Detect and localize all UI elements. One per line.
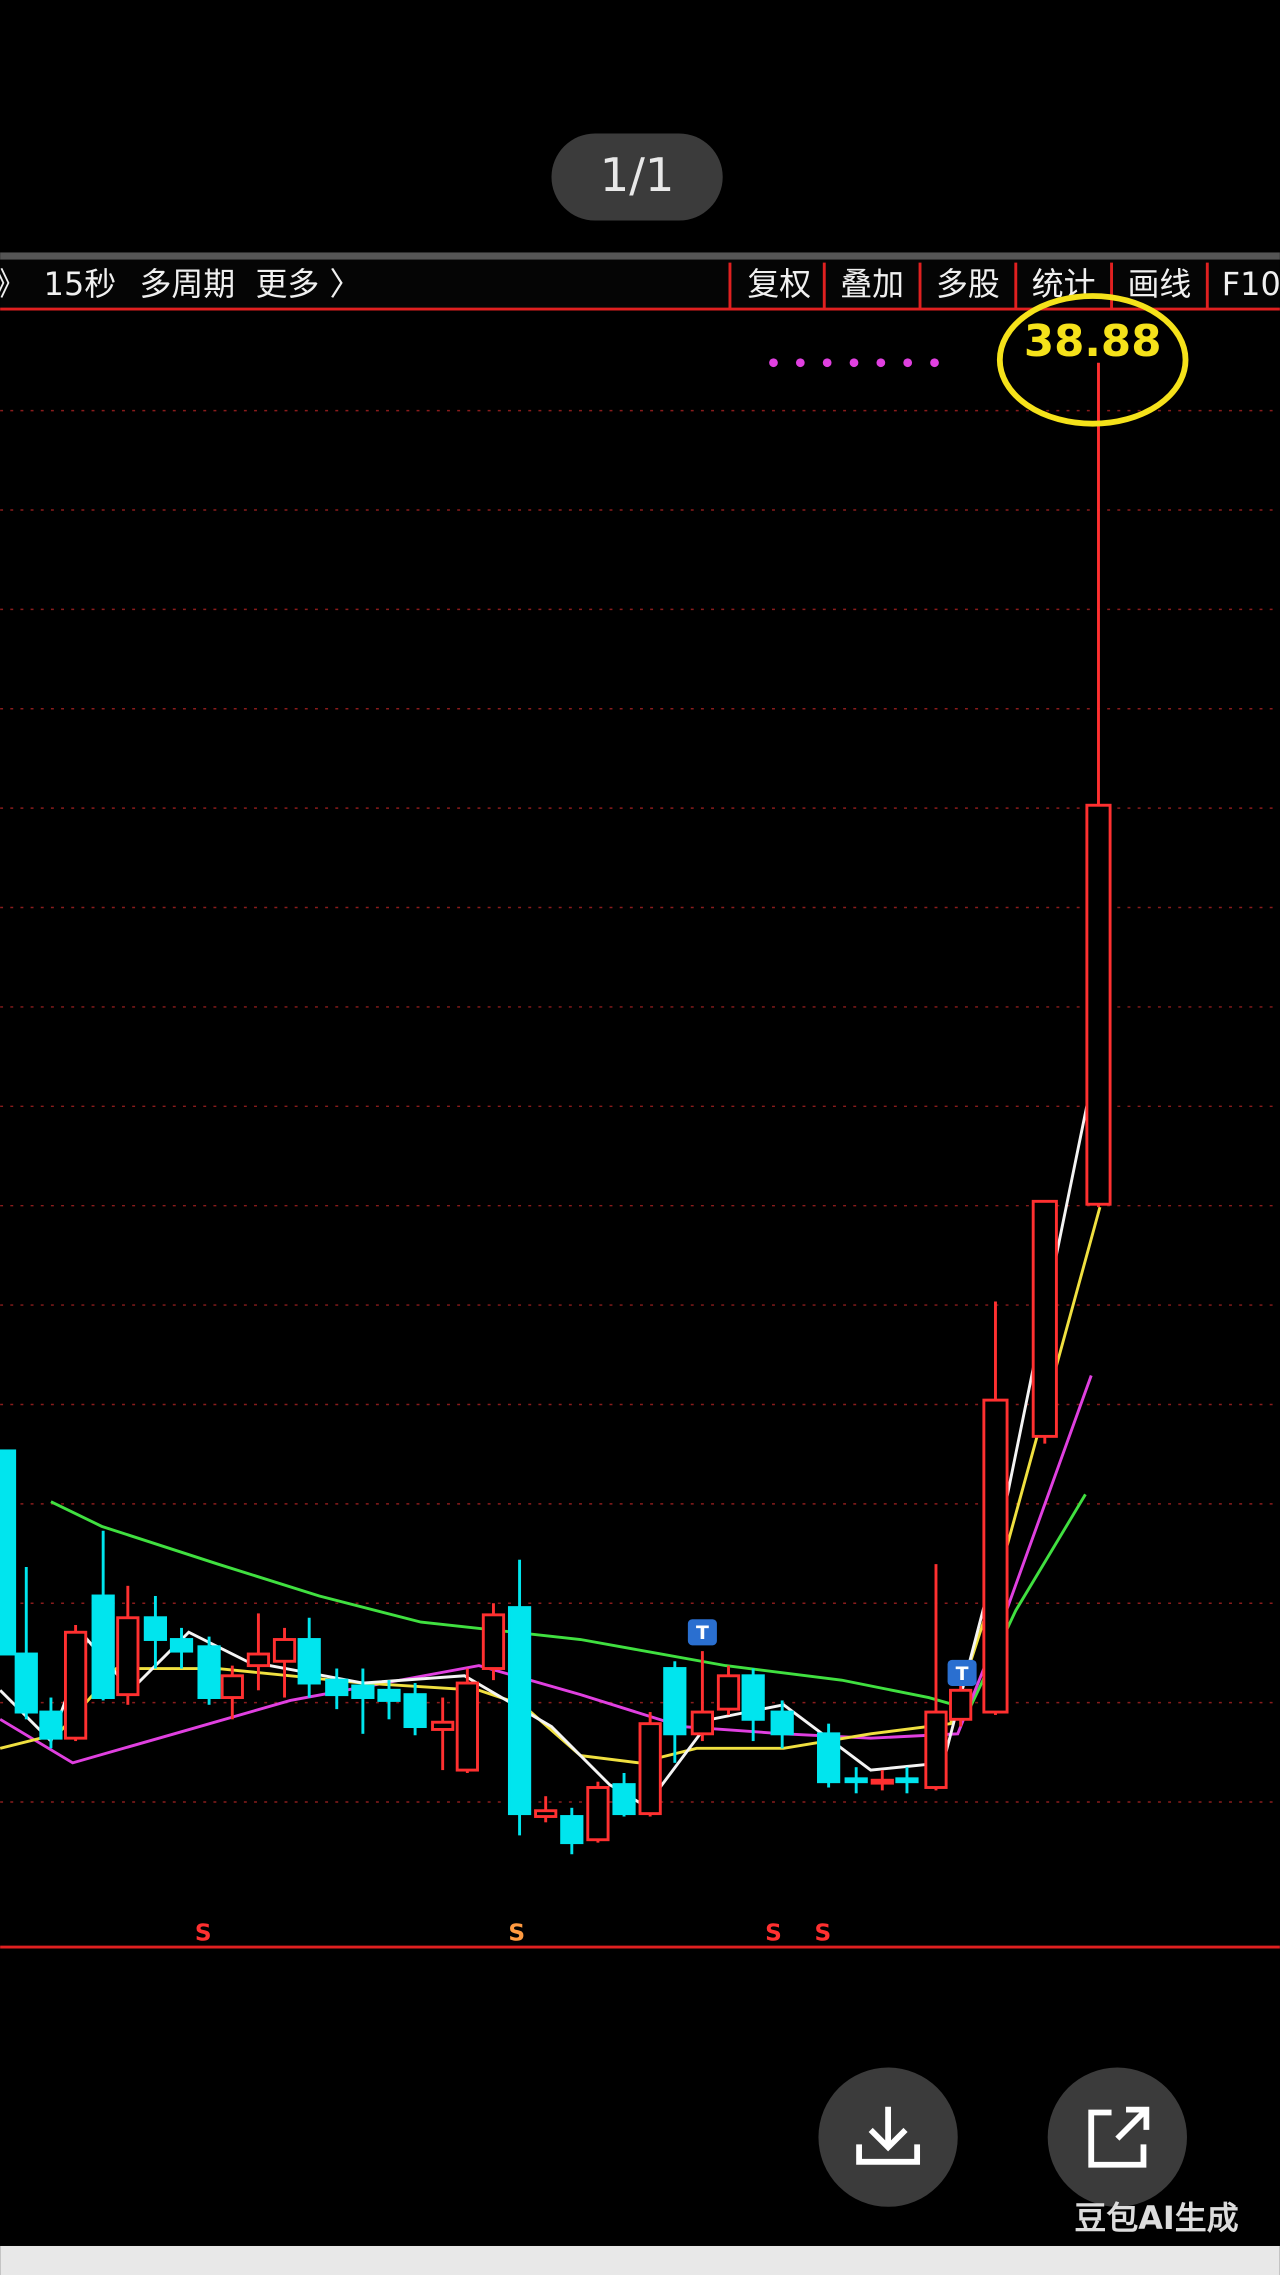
candle-body [14, 1652, 38, 1714]
candle-body [534, 1809, 558, 1818]
candle-body [770, 1710, 794, 1736]
toolbar-item: 15秒 [44, 265, 117, 303]
candle-body [0, 1449, 17, 1656]
bottom-strip [0, 2245, 1280, 2275]
candle-body [39, 1710, 63, 1740]
dot [769, 358, 778, 368]
candle-body [246, 1652, 271, 1668]
toolbar-top-border [0, 252, 1280, 260]
candle-body [612, 1783, 636, 1816]
candle-body [924, 1710, 948, 1789]
toolbar-item: 》 [0, 265, 26, 303]
toolbar-item[interactable]: 多股 [936, 265, 1000, 303]
toolbar-item[interactable]: 叠加 [840, 265, 904, 303]
candle-body [870, 1778, 894, 1785]
toolbar-item[interactable]: F10 [1222, 265, 1280, 303]
candle-body [949, 1688, 973, 1721]
price-label: 38.88 [1024, 317, 1162, 367]
candle-body [272, 1638, 297, 1663]
dot [903, 358, 913, 368]
candle-body [351, 1684, 375, 1699]
t-marker-box [687, 1619, 717, 1646]
watermark: 豆包AI生成 [1074, 2199, 1238, 2237]
toolbar-item[interactable]: 复权 [747, 265, 811, 303]
candle-body [197, 1645, 221, 1699]
candle-body [663, 1667, 687, 1736]
share-icon [1088, 2106, 1150, 2168]
candle-body [982, 1398, 1009, 1714]
s-marker: S [195, 1920, 212, 1947]
candle-body [455, 1681, 479, 1772]
pager-pill [551, 133, 723, 221]
dot [795, 358, 805, 368]
candle-body [63, 1630, 88, 1740]
candle-body [1085, 803, 1112, 1206]
t-marker: T [956, 1663, 969, 1685]
candle-body [1031, 1199, 1058, 1438]
candlesticks [0, 362, 1112, 1855]
candle-body [507, 1606, 532, 1816]
s-marker: S [814, 1920, 831, 1947]
s-marker: S [765, 1920, 782, 1947]
dot [930, 358, 939, 368]
candle-body [895, 1777, 919, 1784]
candle-body [403, 1693, 427, 1729]
candle-body [220, 1674, 244, 1699]
candle-body [638, 1722, 662, 1816]
dot [849, 358, 859, 368]
dot [822, 358, 832, 368]
dot [876, 358, 886, 368]
candle-body [741, 1674, 765, 1721]
candle-body [716, 1674, 741, 1711]
candle-body [377, 1688, 401, 1702]
candle-body [586, 1786, 610, 1842]
candle-body [690, 1710, 714, 1736]
toolbar-item[interactable]: 画线 [1128, 265, 1192, 303]
candle-body [169, 1638, 194, 1653]
s-marker: S [508, 1920, 525, 1947]
candle-body [297, 1638, 321, 1685]
candle-body [143, 1616, 168, 1641]
magenta-dots [769, 358, 939, 368]
candle-body [560, 1815, 584, 1845]
candle-body [91, 1594, 115, 1699]
toolbar-item: 更多 〉 [256, 265, 362, 303]
candle-body [116, 1616, 140, 1697]
t-marker-box [947, 1659, 977, 1686]
signals: S S S S T T [195, 1619, 977, 1947]
highlight-circle [996, 293, 1189, 427]
candle-body [481, 1613, 506, 1670]
ma-line [50, 1493, 1087, 1711]
t-marker: T [696, 1622, 709, 1644]
candle-body [325, 1678, 349, 1697]
candle-body [817, 1732, 841, 1784]
toolbar-item: 多周期 [139, 265, 235, 303]
download-icon [856, 2106, 921, 2165]
candle-body [844, 1777, 868, 1784]
pager: 1/1 [600, 148, 675, 202]
chart-grid [0, 409, 1280, 1803]
candle-body [431, 1720, 455, 1731]
